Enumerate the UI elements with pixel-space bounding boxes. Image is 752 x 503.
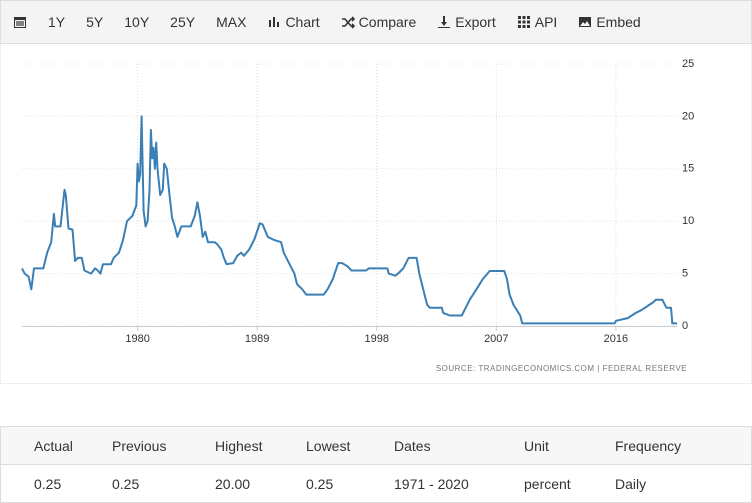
toolbar-button[interactable]: MAX: [216, 14, 246, 30]
header-cell: Actual: [34, 438, 73, 454]
value-row: 0.25 0.25 20.00 0.25 1971 - 2020 percent Daily: [1, 465, 751, 502]
value-cell: Daily: [615, 476, 647, 492]
button-icon: [438, 16, 451, 28]
button-label: 1Y: [48, 14, 66, 30]
header-cell: Highest: [215, 438, 263, 454]
value-cell: 20.00: [215, 476, 251, 492]
button-label: Compare: [358, 14, 417, 30]
toolbar-button[interactable]: 1Y: [48, 14, 65, 30]
icon-shape: [438, 16, 451, 28]
calendar-icon[interactable]: [13, 15, 27, 29]
chart-container: [0, 44, 752, 384]
toolbar-button[interactable]: 25Y: [170, 14, 195, 30]
button-icon: [517, 16, 530, 28]
icon-shape: [517, 16, 530, 28]
value-cell: 0.25: [34, 476, 62, 492]
button-label: 10Y: [124, 14, 150, 30]
toolbar-button[interactable]: 10Y: [124, 14, 149, 30]
button-label: Embed: [596, 14, 641, 30]
icon-shape: [341, 16, 355, 29]
header-cell: Lowest: [306, 438, 351, 454]
button-icon: [268, 17, 281, 27]
value-cell: percent: [524, 476, 571, 492]
header-cell: Unit: [524, 438, 549, 454]
icon-shape: [268, 17, 281, 27]
header-cell: Previous: [112, 438, 167, 454]
value-cell: 1971 - 2020: [394, 476, 469, 492]
button-label: 5Y: [86, 14, 104, 30]
toolbar-button[interactable]: 5Y: [86, 14, 103, 30]
toolbar-button[interactable]: Embed: [578, 14, 641, 30]
value-cell: 0.25: [112, 476, 140, 492]
value-cell: 0.25: [306, 476, 334, 492]
summary-table: Actual Previous Highest Lowest Dates Unit Freq…: [0, 426, 752, 503]
header-row: Actual Previous Highest Lowest Dates Unit Freq…: [1, 427, 751, 465]
toolbar-button[interactable]: API: [517, 14, 558, 30]
header-cell: Frequency: [615, 438, 682, 454]
toolbar-button[interactable]: Compare: [341, 14, 417, 30]
button-label: Chart: [285, 14, 320, 30]
icon-shape: [579, 17, 592, 27]
toolbar-button[interactable]: Export: [437, 14, 496, 30]
header-cell: Dates: [394, 438, 431, 454]
button-label: API: [534, 14, 558, 30]
toolbar: 1Y 5Y 10Y 25Y MAX Chart Compare Export API Embed: [0, 0, 752, 44]
button-label: MAX: [216, 14, 247, 30]
button-icon: [579, 17, 592, 27]
button-label: 25Y: [170, 14, 196, 30]
button-icon: [341, 16, 355, 29]
button-label: Export: [455, 14, 496, 30]
toolbar-button[interactable]: Chart: [267, 14, 320, 30]
